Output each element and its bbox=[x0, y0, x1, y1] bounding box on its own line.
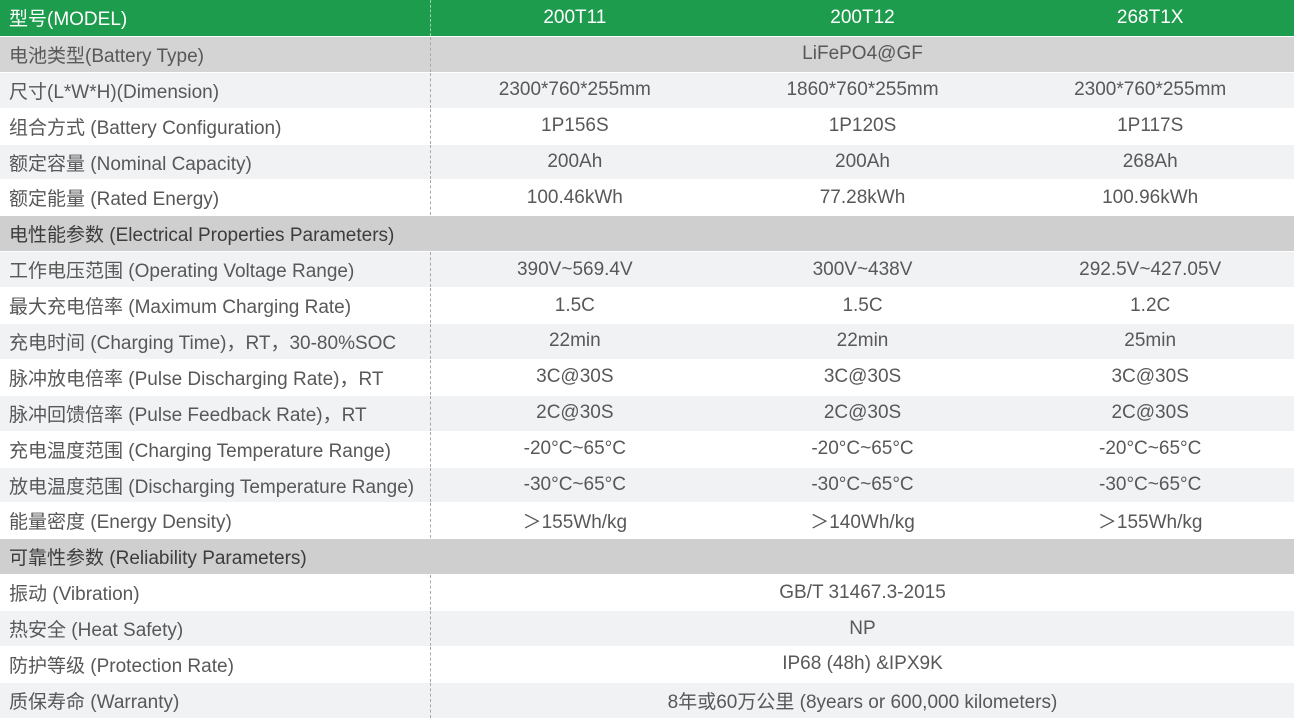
row-protection-rate: 防护等级 (Protection Rate) IP68 (48h) &IPX9K bbox=[0, 646, 1294, 682]
cell-value: 77.28kWh bbox=[819, 186, 906, 208]
header-model-200t11: 200T11 bbox=[430, 0, 719, 36]
row-label: 防护等级 (Protection Rate) bbox=[9, 655, 234, 677]
cell-value: 390V~569.4V bbox=[430, 252, 719, 288]
cell-value: 3C@30S bbox=[823, 366, 902, 388]
row-label: 能量密度 (Energy Density) bbox=[9, 512, 232, 534]
cell-value: -30°C~65°C bbox=[811, 474, 914, 496]
row-label: 最大充电倍率 (Maximum Charging Rate) bbox=[9, 297, 352, 319]
cell-value: -30°C~65°C bbox=[430, 467, 719, 503]
header-model-label: 型号(MODEL) bbox=[9, 9, 128, 31]
row-warranty: 质保寿命 (Warranty) 8年或60万公里 (8years or 600,… bbox=[0, 681, 1294, 718]
cell-value: 3C@30S bbox=[430, 359, 719, 395]
cell-span-value: IP68 (48h) &IPX9K bbox=[430, 647, 1294, 682]
cell-value: 1P120S bbox=[828, 115, 897, 137]
cell-value: 1.2C bbox=[1130, 294, 1171, 316]
row-operating-voltage-range: 工作电压范围 (Operating Voltage Range) 390V~56… bbox=[0, 251, 1294, 288]
cell-value: 2C@30S bbox=[823, 402, 902, 424]
cell-value: -30°C~65°C bbox=[1099, 474, 1202, 496]
row-label: 脉冲回馈倍率 (Pulse Feedback Rate)，RT bbox=[9, 404, 367, 426]
row-label: 额定容量 (Nominal Capacity) bbox=[9, 153, 252, 175]
row-label: 充电时间 (Charging Time)，RT，30-80%SOC bbox=[9, 332, 397, 354]
cell-value: ＞155Wh/kg bbox=[1097, 512, 1203, 534]
cell-value: 2300*760*255mm bbox=[430, 72, 719, 108]
cell-value: -20°C~65°C bbox=[1099, 438, 1202, 460]
cell-value: 100.96kWh bbox=[1102, 186, 1199, 208]
row-label: 工作电压范围 (Operating Voltage Range) bbox=[9, 261, 355, 283]
row-label: 质保寿命 (Warranty) bbox=[9, 691, 180, 713]
section-header-electrical: 电性能参数 (Electrical Properties Parameters) bbox=[0, 215, 1294, 252]
cell-value: -20°C~65°C bbox=[430, 431, 719, 467]
cell-value: 25min bbox=[1124, 330, 1177, 352]
cell-value: 2C@30S bbox=[1111, 402, 1189, 424]
row-discharging-temperature-range: 放电温度范围 (Discharging Temperature Range) -… bbox=[0, 466, 1294, 503]
cell-value: 100.46kWh bbox=[430, 180, 719, 216]
cell-value: 22min bbox=[430, 324, 719, 359]
section-header-reliability: 可靠性参数 (Reliability Parameters) bbox=[0, 538, 1294, 575]
cell-span-value: NP bbox=[430, 611, 1294, 647]
cell-value: 1.5C bbox=[842, 294, 883, 316]
header-model-268t1x: 268T1X bbox=[1116, 6, 1184, 28]
row-heat-safety: 热安全 (Heat Safety) NP bbox=[0, 610, 1294, 647]
row-battery-configuration: 组合方式 (Battery Configuration) 1P156S 1P12… bbox=[0, 107, 1294, 144]
cell-value: 2C@30S bbox=[430, 395, 719, 431]
section-title: 可靠性参数 (Reliability Parameters) bbox=[9, 548, 307, 570]
cell-value: ＞155Wh/kg bbox=[430, 503, 719, 539]
cell-value: 200Ah bbox=[430, 144, 719, 180]
row-rated-energy: 额定能量 (Rated Energy) 100.46kWh 77.28kWh 1… bbox=[0, 179, 1294, 216]
cell-value: 300V~438V bbox=[812, 258, 913, 280]
row-pulse-feedback-rate: 脉冲回馈倍率 (Pulse Feedback Rate)，RT 2C@30S 2… bbox=[0, 394, 1294, 431]
cell-value: 3C@30S bbox=[1111, 366, 1189, 388]
cell-value: 1.5C bbox=[430, 288, 719, 324]
row-charging-time: 充电时间 (Charging Time)，RT，30-80%SOC 22min … bbox=[0, 323, 1294, 359]
cell-value: 200Ah bbox=[835, 151, 890, 172]
cell-value: ＞140Wh/kg bbox=[810, 512, 915, 534]
cell-span-value: 8年或60万公里 (8years or 600,000 kilometers) bbox=[430, 682, 1294, 718]
row-label: 充电温度范围 (Charging Temperature Range) bbox=[9, 440, 391, 462]
row-dimension: 尺寸(L*W*H)(Dimension) 2300*760*255mm 1860… bbox=[0, 71, 1294, 108]
cell-value: 1P117S bbox=[1117, 115, 1184, 137]
cell-value: -20°C~65°C bbox=[811, 438, 914, 460]
cell-value: 268Ah bbox=[1122, 151, 1178, 172]
row-label: 额定能量 (Rated Energy) bbox=[9, 189, 220, 211]
section-title: 电性能参数 (Electrical Properties Parameters) bbox=[9, 225, 395, 247]
row-label: 电池类型(Battery Type) bbox=[9, 45, 204, 67]
row-label: 振动 (Vibration) bbox=[9, 584, 140, 606]
row-charging-temperature-range: 充电温度范围 (Charging Temperature Range) -20°… bbox=[0, 430, 1294, 467]
cell-value: 22min bbox=[836, 330, 889, 352]
row-label: 热安全 (Heat Safety) bbox=[9, 620, 184, 642]
row-battery-type: 电池类型(Battery Type) LiFePO4@GF bbox=[0, 35, 1294, 72]
cell-value: 1860*760*255mm bbox=[786, 79, 939, 101]
row-label: 脉冲放电倍率 (Pulse Discharging Rate)，RT bbox=[9, 368, 384, 390]
row-label: 尺寸(L*W*H)(Dimension) bbox=[9, 81, 220, 103]
cell-value: 1P156S bbox=[430, 108, 719, 144]
table-header-row: 型号(MODEL) 200T11 200T12 268T1X bbox=[0, 0, 1294, 36]
cell-value: 2300*760*255mm bbox=[1074, 79, 1227, 101]
row-energy-density: 能量密度 (Energy Density) ＞155Wh/kg ＞140Wh/k… bbox=[0, 502, 1294, 539]
row-label: 放电温度范围 (Discharging Temperature Range) bbox=[9, 476, 415, 498]
row-label: 组合方式 (Battery Configuration) bbox=[9, 117, 282, 139]
row-pulse-discharging-rate: 脉冲放电倍率 (Pulse Discharging Rate)，RT 3C@30… bbox=[0, 358, 1294, 395]
cell-span-value: GB/T 31467.3-2015 bbox=[430, 575, 1294, 611]
row-maximum-charging-rate: 最大充电倍率 (Maximum Charging Rate) 1.5C 1.5C… bbox=[0, 287, 1294, 324]
row-vibration: 振动 (Vibration) GB/T 31467.3-2015 bbox=[0, 574, 1294, 611]
header-model-200t12: 200T12 bbox=[830, 6, 895, 28]
cell-span-value: LiFePO4@GF bbox=[430, 36, 1294, 72]
cell-value: 292.5V~427.05V bbox=[1079, 258, 1222, 280]
row-nominal-capacity: 额定容量 (Nominal Capacity) 200Ah 200Ah 268A… bbox=[0, 143, 1294, 180]
